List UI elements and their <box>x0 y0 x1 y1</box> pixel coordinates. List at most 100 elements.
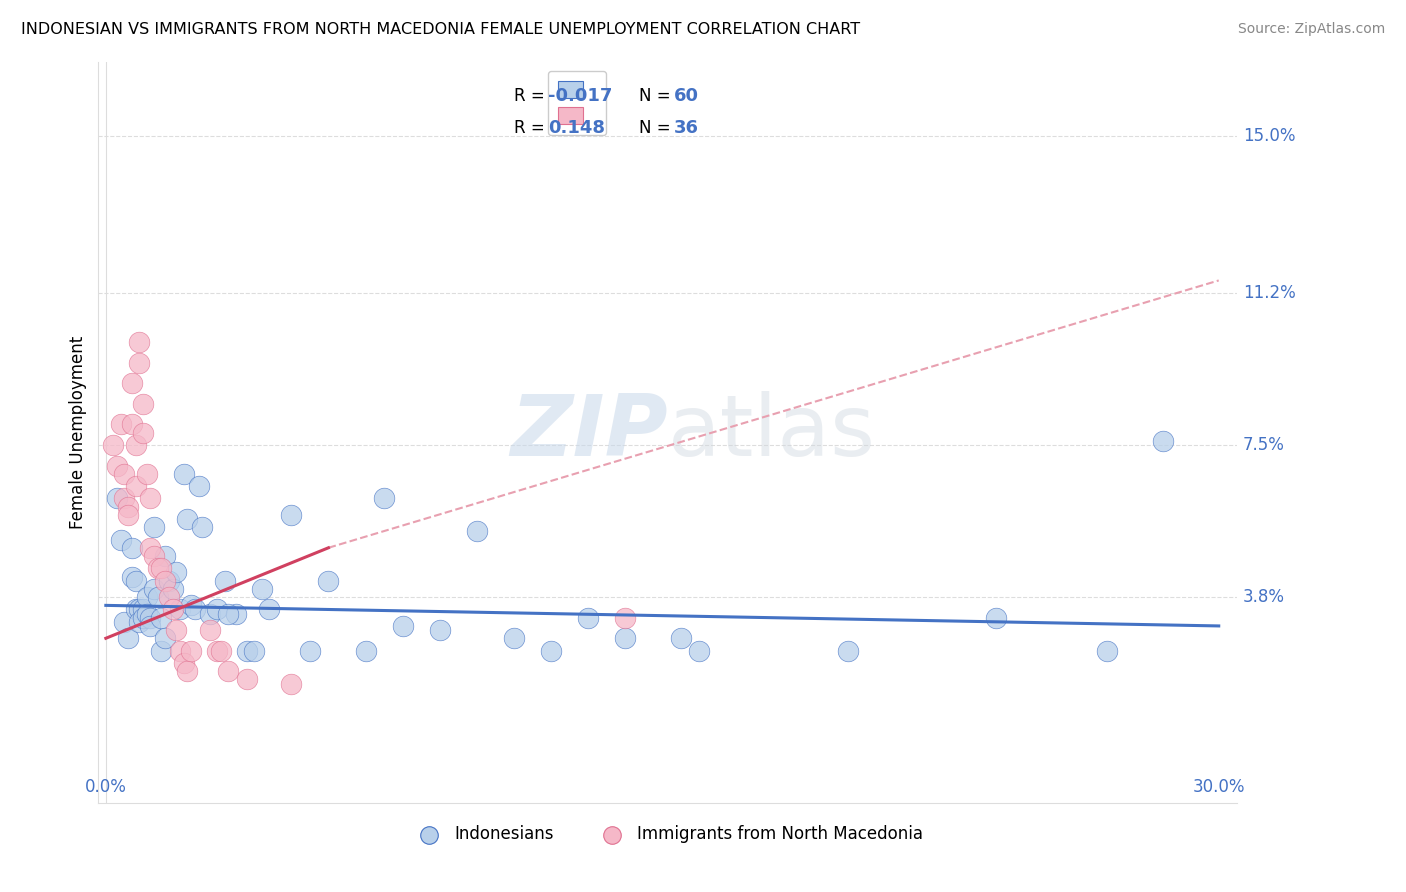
Point <box>1152 434 1174 448</box>
Point <box>669 632 692 646</box>
Point <box>162 582 184 596</box>
Point <box>176 512 198 526</box>
Point <box>132 397 155 411</box>
Point <box>180 599 202 613</box>
Point <box>128 335 150 350</box>
Point <box>112 615 135 629</box>
Point <box>169 643 191 657</box>
Point <box>503 632 526 646</box>
Point <box>128 615 150 629</box>
Text: 7.5%: 7.5% <box>1243 436 1285 454</box>
Point <box>391 619 413 633</box>
Point <box>169 602 191 616</box>
Point <box>132 602 155 616</box>
Point <box>157 590 180 604</box>
Point <box>139 491 162 506</box>
Point <box>576 611 599 625</box>
Point <box>124 602 146 616</box>
Point <box>117 500 139 514</box>
Point <box>132 611 155 625</box>
Point <box>217 607 239 621</box>
Point <box>280 676 302 690</box>
Point <box>184 602 207 616</box>
Point <box>837 643 859 657</box>
Point <box>117 632 139 646</box>
Point <box>117 508 139 522</box>
Text: R =: R = <box>515 119 550 136</box>
Point <box>121 417 143 432</box>
Text: 15.0%: 15.0% <box>1243 128 1295 145</box>
Text: Source: ZipAtlas.com: Source: ZipAtlas.com <box>1237 22 1385 37</box>
Point <box>688 643 710 657</box>
Point <box>191 520 214 534</box>
Point <box>121 569 143 583</box>
Point <box>135 590 157 604</box>
Point <box>187 479 209 493</box>
Point <box>124 479 146 493</box>
Point <box>132 425 155 440</box>
Y-axis label: Female Unemployment: Female Unemployment <box>69 336 87 529</box>
Point <box>243 643 266 657</box>
Point <box>139 611 162 625</box>
Point <box>373 491 395 506</box>
Point <box>540 643 562 657</box>
Point <box>198 623 221 637</box>
Point <box>173 467 195 481</box>
Point <box>128 356 150 370</box>
Point <box>217 664 239 678</box>
Text: 60: 60 <box>673 87 699 104</box>
Point <box>236 673 259 687</box>
Point <box>205 643 228 657</box>
Point <box>105 458 128 473</box>
Point <box>165 566 187 580</box>
Point <box>209 643 232 657</box>
Point <box>214 574 236 588</box>
Text: N =: N = <box>640 87 676 104</box>
Point <box>105 491 128 506</box>
Point <box>153 574 176 588</box>
Point <box>354 643 377 657</box>
Point <box>157 574 180 588</box>
Point <box>103 438 125 452</box>
Text: 3.8%: 3.8% <box>1243 588 1285 607</box>
Point <box>110 533 132 547</box>
Point <box>173 656 195 670</box>
Text: N =: N = <box>640 119 676 136</box>
Point <box>150 611 173 625</box>
Point <box>146 590 169 604</box>
Point <box>614 611 637 625</box>
Point <box>280 508 302 522</box>
Point <box>1097 643 1119 657</box>
Point <box>165 623 187 637</box>
Text: 11.2%: 11.2% <box>1243 284 1296 301</box>
Point <box>150 643 173 657</box>
Point <box>143 582 166 596</box>
Point <box>318 574 340 588</box>
Point <box>257 602 280 616</box>
Point <box>110 417 132 432</box>
Point <box>112 491 135 506</box>
Point <box>128 602 150 616</box>
Point <box>112 467 135 481</box>
Text: 0.0%: 0.0% <box>84 779 127 797</box>
Point <box>143 549 166 563</box>
Point <box>198 607 221 621</box>
Point <box>143 520 166 534</box>
Point <box>298 643 321 657</box>
Text: 30.0%: 30.0% <box>1192 779 1244 797</box>
Text: R =: R = <box>515 87 550 104</box>
Text: ZIP: ZIP <box>510 391 668 475</box>
Point <box>139 541 162 555</box>
Point <box>465 524 488 539</box>
Text: INDONESIAN VS IMMIGRANTS FROM NORTH MACEDONIA FEMALE UNEMPLOYMENT CORRELATION CH: INDONESIAN VS IMMIGRANTS FROM NORTH MACE… <box>21 22 860 37</box>
Point <box>153 632 176 646</box>
Point <box>135 607 157 621</box>
Point <box>121 541 143 555</box>
Text: -0.017: -0.017 <box>548 87 613 104</box>
Point <box>153 549 176 563</box>
Point <box>180 643 202 657</box>
Point <box>162 602 184 616</box>
Point <box>986 611 1008 625</box>
Point <box>124 574 146 588</box>
Point <box>236 643 259 657</box>
